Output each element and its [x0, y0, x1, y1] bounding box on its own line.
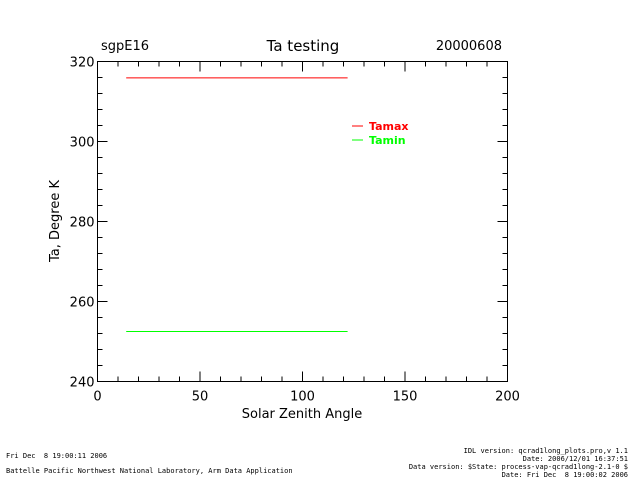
x-tick-label: 200 [495, 390, 520, 405]
y-axis-label: Ta, Degree K [48, 180, 63, 263]
legend-label-tamin: Tamin [369, 134, 406, 147]
date-label: 20000608 [436, 39, 502, 54]
x-axis-label: Solar Zenith Angle [242, 407, 362, 422]
y-tick-label: 260 [70, 296, 95, 311]
footer-timestamp: Fri Dec 8 19:00:11 2006 [6, 452, 108, 460]
footer-idl-date: Date: 2006/12/01 16:37:51 [522, 455, 628, 463]
y-tick-label: 240 [70, 376, 95, 391]
footer-data-date: Date: Fri Dec 8 19:00:02 2006 [501, 471, 628, 479]
y-tick-label: 280 [70, 216, 95, 231]
footer-data-version: Data version: $State: process-vap-qcrad1… [408, 463, 628, 471]
site-label: sgpE16 [101, 39, 149, 54]
footer-idl-version: IDL version: qcrad1long_plots.pro,v 1.1 [463, 447, 628, 455]
x-tick-label: 150 [393, 390, 418, 405]
legend-label-tamax: Tamax [369, 120, 409, 133]
x-tick-label: 50 [192, 390, 209, 405]
x-tick-label: 100 [290, 390, 315, 405]
series-lines [126, 77, 348, 332]
x-tick-label: 0 [93, 390, 101, 405]
y-tick-label: 300 [70, 136, 95, 151]
axis-tick-labels: 0 50 100 150 200 240 260 280 300 320 [70, 56, 520, 405]
plot-frame [97, 61, 508, 382]
axis-ticks [97, 61, 508, 382]
chart-title: Ta testing [266, 37, 340, 55]
y-tick-label: 320 [70, 56, 95, 71]
footer-lab: Battelle Pacific Northwest National Labo… [6, 467, 293, 475]
